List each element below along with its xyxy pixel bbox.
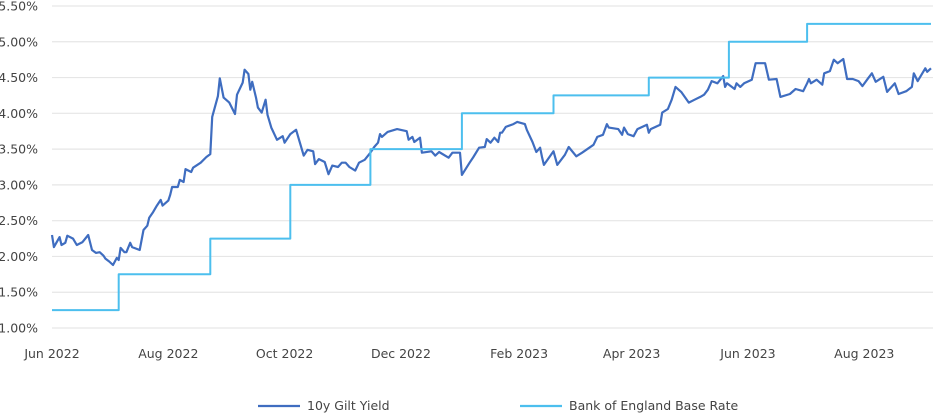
legend-label-boe-base-rate: Bank of England Base Rate xyxy=(569,398,738,413)
y-axis-ticks: 1.00% 1.50% 2.00% 2.50% 3.00% 3.50% 4.00% 4.50%… xyxy=(0,0,38,336)
y-tick-label: 1.00% xyxy=(0,321,38,336)
x-tick-label: Jun 2022 xyxy=(23,346,79,361)
y-tick-label: 5.50% xyxy=(0,0,38,14)
legend-label-gilt-yield: 10y Gilt Yield xyxy=(307,398,390,413)
y-tick-label: 3.50% xyxy=(0,142,38,157)
y-tick-label: 5.00% xyxy=(0,34,38,49)
x-tick-label: Jun 2023 xyxy=(719,346,775,361)
x-tick-label: Oct 2022 xyxy=(256,346,313,361)
x-tick-label: Aug 2023 xyxy=(834,346,894,361)
x-tick-label: Dec 2022 xyxy=(371,346,431,361)
x-tick-label: Aug 2022 xyxy=(138,346,198,361)
y-tick-label: 4.50% xyxy=(0,70,38,85)
y-tick-label: 1.50% xyxy=(0,285,38,300)
y-tick-label: 2.00% xyxy=(0,249,38,264)
y-tick-label: 4.00% xyxy=(0,106,38,121)
series-line-boe-base-rate xyxy=(52,22,931,312)
y-tick-label: 2.50% xyxy=(0,213,38,228)
x-tick-label: Apr 2023 xyxy=(603,346,660,361)
x-tick-label: Feb 2023 xyxy=(490,346,548,361)
gridlines xyxy=(52,5,933,329)
x-axis-ticks: Jun 2022 Aug 2022 Oct 2022 Dec 2022 Feb 2023… xyxy=(23,346,894,361)
series-line-gilt-yield xyxy=(50,57,932,267)
series-lines xyxy=(50,22,932,312)
legend: 10y Gilt Yield Bank of England Base Rate xyxy=(258,398,738,413)
y-tick-label: 3.00% xyxy=(0,177,38,192)
